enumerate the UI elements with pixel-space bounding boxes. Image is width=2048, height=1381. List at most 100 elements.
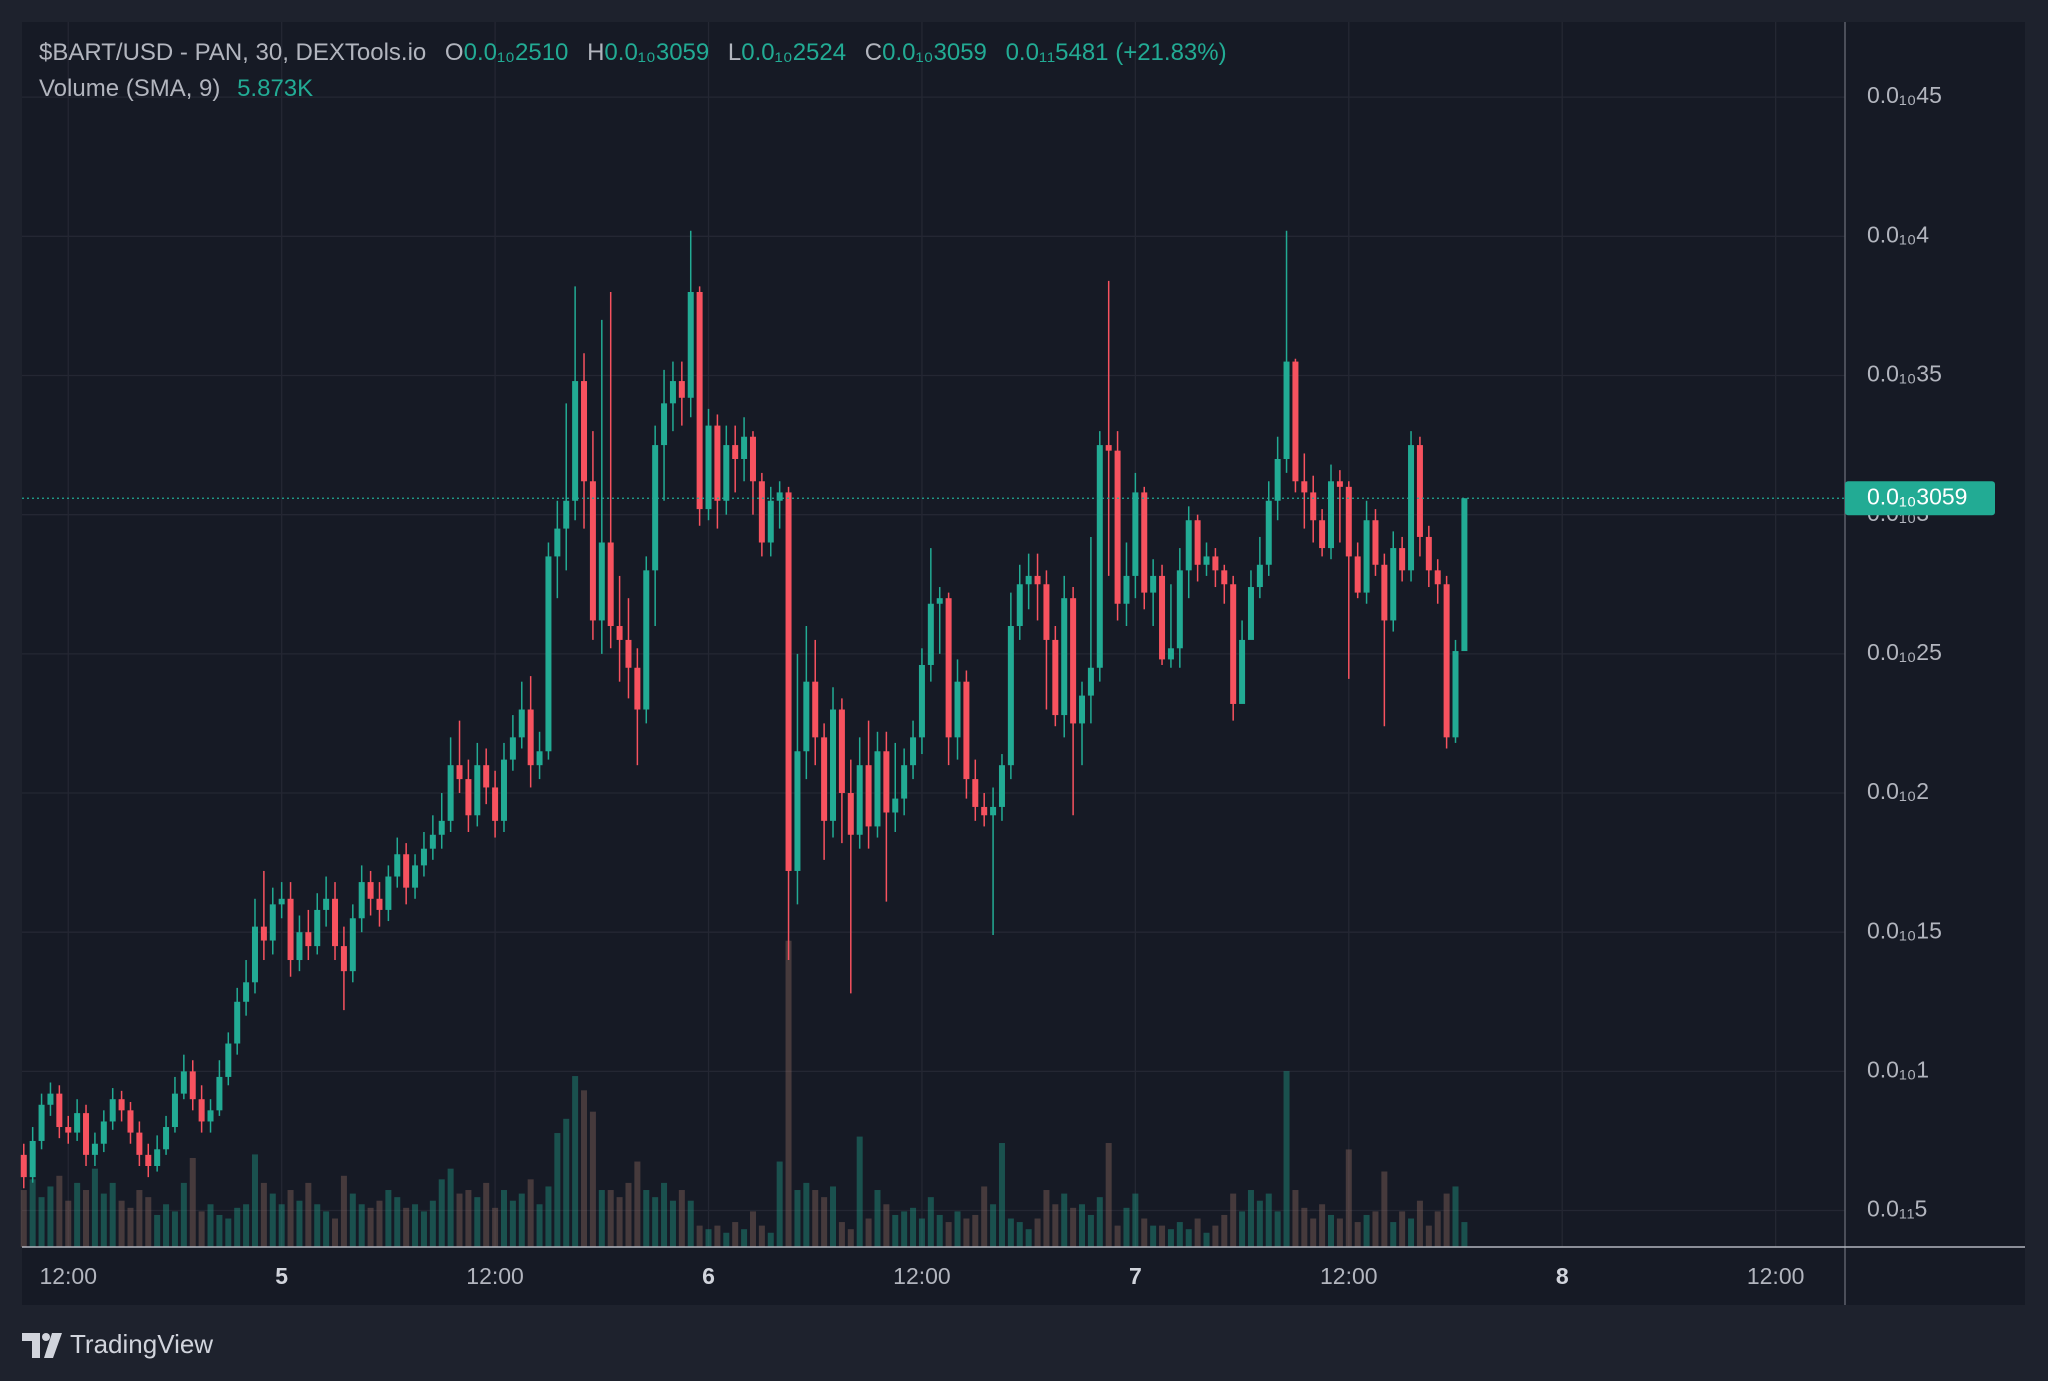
- y-tick-label: 0.0₁₀25: [1867, 639, 1942, 665]
- volume-bar: [972, 1214, 979, 1247]
- x-tick-label: 5: [275, 1263, 288, 1289]
- volume-bar: [1221, 1214, 1228, 1247]
- y-tick-label: 0.0₁₀35: [1867, 361, 1942, 387]
- volume-bar: [1328, 1214, 1335, 1247]
- volume-bar: [1087, 1214, 1094, 1247]
- candle-body: [234, 1001, 241, 1044]
- candle-body: [1434, 570, 1441, 585]
- volume-bar: [38, 1197, 45, 1247]
- volume-bar: [607, 1190, 614, 1247]
- volume-bar: [500, 1190, 507, 1247]
- candle-body: [1016, 584, 1023, 627]
- low-value: 0.0₁₀2524: [741, 39, 846, 66]
- candle-body: [332, 898, 339, 947]
- candle-body: [1176, 570, 1183, 649]
- volume-bar: [723, 1232, 730, 1247]
- volume-bar: [1425, 1225, 1432, 1247]
- volume-bar: [83, 1190, 90, 1247]
- volume-bar: [20, 1190, 27, 1247]
- y-tick-label: 0.0₁₀1: [1867, 1056, 1929, 1082]
- volume-bar: [1319, 1204, 1326, 1247]
- volume-bar: [1167, 1229, 1174, 1247]
- volume-bar: [1159, 1225, 1166, 1247]
- low-label: L: [728, 39, 741, 66]
- x-tick-label: 7: [1129, 1263, 1142, 1289]
- candle-body: [1052, 639, 1059, 716]
- volume-bar: [572, 1076, 579, 1247]
- candle-body: [225, 1043, 232, 1077]
- volume-bar: [403, 1207, 410, 1247]
- volume-bar: [438, 1179, 445, 1247]
- candle-body: [874, 751, 881, 827]
- volume-bar: [1239, 1211, 1246, 1247]
- candle-body: [749, 436, 756, 482]
- legend-line: $BART/USD - PAN, 30, DEXTools.io O0.0₁₀2…: [39, 39, 1227, 66]
- volume-bar: [47, 1186, 54, 1247]
- candle-body: [1096, 445, 1103, 668]
- candle-body: [1443, 584, 1450, 738]
- close-label: C: [865, 39, 882, 66]
- candle-body: [483, 765, 490, 788]
- volume-bar: [661, 1182, 668, 1247]
- volume-bar: [1310, 1218, 1317, 1247]
- volume-bar: [785, 940, 792, 1247]
- volume-bar: [305, 1182, 312, 1247]
- candle-body: [500, 759, 507, 821]
- candle-body: [536, 751, 543, 766]
- candle-body: [1212, 556, 1219, 571]
- x-tick-label: 8: [1556, 1263, 1569, 1289]
- candle-body: [65, 1127, 72, 1133]
- volume-bar: [803, 1182, 810, 1247]
- volume-bar: [1381, 1171, 1388, 1247]
- volume-bar: [376, 1200, 383, 1247]
- volume-bar: [118, 1200, 125, 1247]
- volume-bar: [349, 1193, 356, 1247]
- volume-bar: [198, 1211, 205, 1247]
- volume-bar: [91, 1168, 98, 1247]
- candle-body: [1336, 481, 1343, 487]
- volume-bar: [705, 1229, 712, 1247]
- volume-bar: [883, 1204, 890, 1247]
- volume-bar: [29, 1179, 36, 1247]
- candle-body: [821, 737, 828, 821]
- volume-bar: [1452, 1186, 1459, 1247]
- volume-bar: [1399, 1211, 1406, 1247]
- candle-body: [972, 779, 979, 807]
- volume-bar: [189, 1157, 196, 1247]
- volume-bar: [616, 1197, 623, 1247]
- candle-body: [447, 765, 454, 821]
- candle-body: [1061, 598, 1068, 716]
- volume-bar: [429, 1200, 436, 1247]
- volume-bar: [714, 1225, 721, 1247]
- volume-bar: [554, 1133, 561, 1247]
- candle-body: [732, 445, 739, 460]
- volume-bar: [1132, 1193, 1139, 1247]
- candle-body: [936, 598, 943, 604]
- x-tick-label: 12:00: [466, 1263, 524, 1289]
- brand: TradingView: [70, 1329, 213, 1359]
- volume-bar: [456, 1193, 463, 1247]
- candle-body: [1167, 648, 1174, 660]
- candle-body: [998, 765, 1005, 807]
- x-tick-label: 12:00: [39, 1263, 97, 1289]
- volume-bar: [269, 1193, 276, 1247]
- symbol: $BART/USD - PAN, 30, DEXTools.io: [39, 39, 426, 66]
- candle-body: [1310, 492, 1317, 521]
- candle-body: [589, 481, 596, 621]
- volume-bar: [1070, 1207, 1077, 1247]
- last-price-label: 0.0₁₀3059: [1867, 483, 1967, 509]
- volume-bar: [260, 1182, 267, 1247]
- candle-body: [1283, 361, 1290, 460]
- volume-bar: [332, 1218, 339, 1247]
- volume-bar: [598, 1190, 605, 1247]
- volume-bar: [207, 1204, 214, 1247]
- last-price-tag: [1845, 481, 1995, 516]
- candle-body: [1408, 445, 1415, 571]
- candle-body: [216, 1076, 223, 1111]
- candle-body: [1452, 651, 1459, 738]
- y-tick-label: 0.0₁₀4: [1867, 221, 1929, 247]
- candle-body: [1292, 361, 1299, 482]
- candle-body: [1256, 564, 1263, 588]
- candle-body: [251, 926, 258, 983]
